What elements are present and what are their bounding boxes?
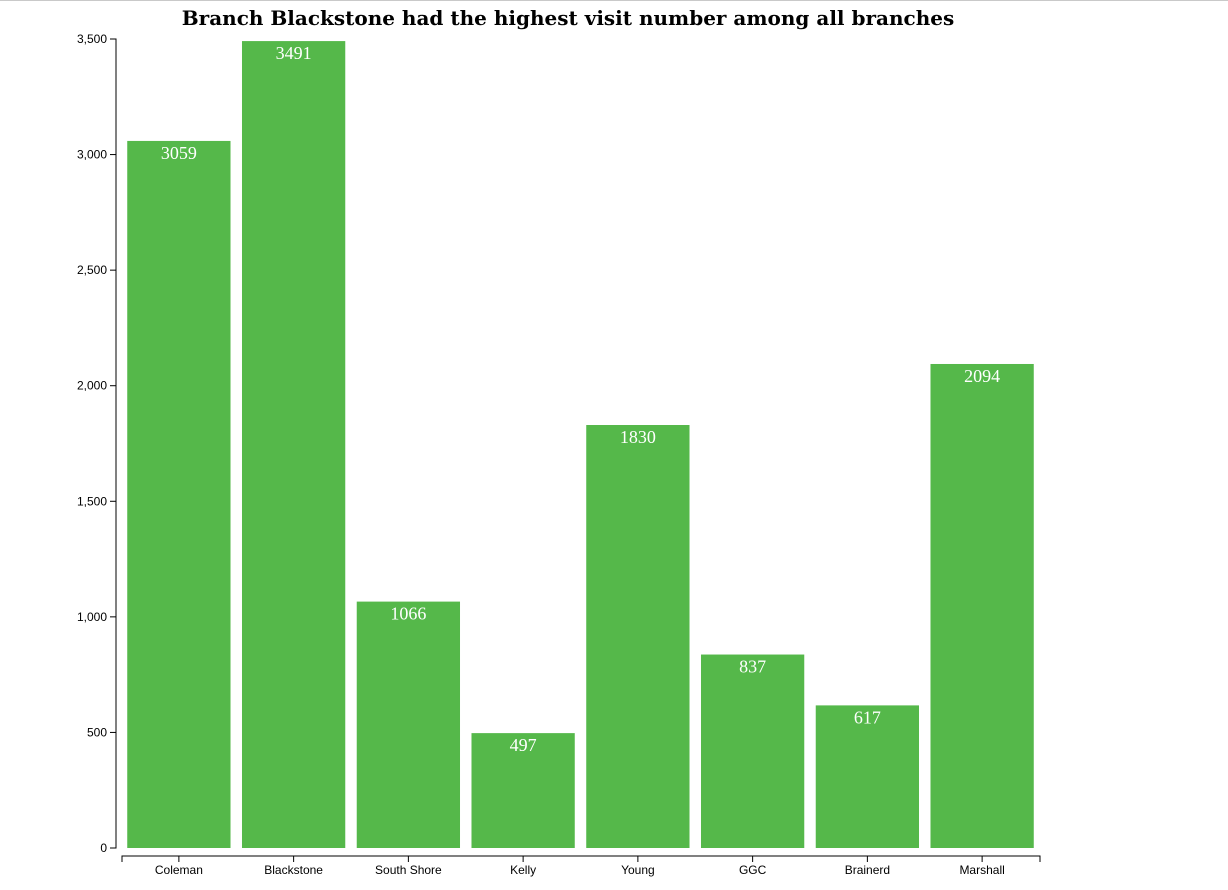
bar-value-label: 3059 [161, 143, 197, 163]
top-border [0, 0, 1228, 1]
x-axis-line [121, 855, 1041, 862]
y-axis: 0 500 1,000 1,500 2,000 2,500 3,000 3,500 [77, 32, 117, 855]
bar-value-label: 2094 [964, 366, 1000, 386]
x-tick-label: Coleman [155, 863, 203, 877]
bar-value-label: 837 [739, 657, 766, 677]
y-axis-line [110, 38, 117, 849]
x-axis: Coleman Blackstone South Shore Kelly Young GG… [121, 855, 1041, 877]
y-tick-label: 3,500 [77, 32, 107, 46]
y-tick-label: 1,000 [77, 610, 107, 624]
x-tick-label: Kelly [510, 863, 536, 877]
y-tick-label: 0 [100, 841, 107, 855]
bar-value-label: 1066 [390, 604, 426, 624]
x-tick-label: Young [621, 863, 655, 877]
bar-value-label: 3491 [276, 43, 312, 63]
y-tick-label: 500 [87, 725, 107, 739]
chart-title: Branch Blackstone had the highest visit … [182, 6, 954, 30]
bar [356, 601, 461, 848]
x-tick-label: Blackstone [264, 863, 323, 877]
y-tick-label: 2,500 [77, 263, 107, 277]
y-tick-label: 1,500 [77, 494, 107, 508]
x-tick-label: Brainerd [845, 863, 890, 877]
bar [815, 705, 920, 848]
bar [471, 733, 575, 848]
y-tick-label: 3,000 [77, 148, 107, 162]
bar [586, 425, 690, 848]
x-tick-label: GGC [739, 863, 767, 877]
bar-value-label: 617 [854, 707, 881, 727]
bar [930, 363, 1034, 848]
bar [127, 140, 231, 848]
bar [700, 654, 805, 848]
y-tick-label: 2,000 [77, 379, 107, 393]
bar-value-label: 497 [510, 735, 537, 755]
x-tick-label: South Shore [375, 863, 442, 877]
bars-group: 3059 3491 1066 497 1830 837 617 2094 [127, 41, 1034, 849]
x-tick-label: Marshall [959, 863, 1004, 877]
bar-value-label: 1830 [620, 427, 656, 447]
bar [241, 41, 346, 849]
